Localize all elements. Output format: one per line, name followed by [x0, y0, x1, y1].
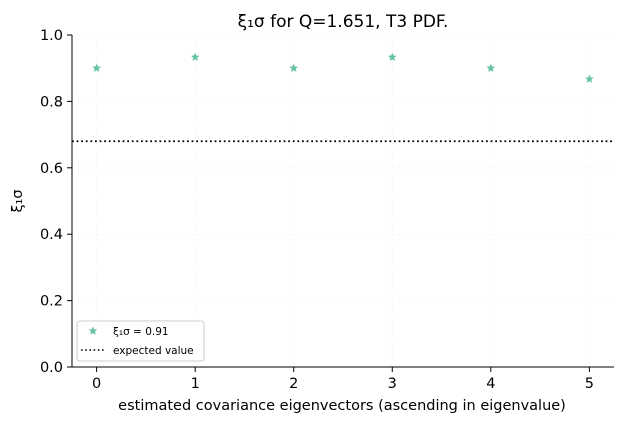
x-ticks: 0 1 2 3 4 5 — [92, 367, 594, 392]
chart-title: ξ₁σ for Q=1.651, T3 PDF. — [238, 12, 449, 32]
y-tick-label: 0.6 — [40, 161, 63, 177]
x-tick-label: 5 — [585, 376, 594, 392]
data-points — [92, 52, 594, 83]
y-tick-label: 0.4 — [40, 227, 63, 243]
x-axis-label: estimated covariance eigenvectors (ascen… — [118, 398, 566, 414]
grid — [72, 34, 614, 368]
data-point — [92, 63, 102, 72]
y-ticks: 0.0 0.2 0.4 0.6 0.8 1.0 — [40, 28, 72, 376]
data-point — [190, 52, 200, 62]
x-tick-label: 1 — [191, 376, 200, 392]
x-tick-label: 4 — [486, 376, 495, 392]
y-axis-label: ξ₁σ — [10, 189, 26, 212]
legend-label-expected-value: expected value — [113, 345, 194, 357]
legend-frame — [76, 320, 205, 362]
data-point — [289, 63, 299, 72]
legend-marker-shape — [88, 326, 98, 335]
x-tick-label: 0 — [92, 376, 101, 392]
legend-label-series: ξ₁σ = 0.91 — [113, 326, 169, 338]
x-tick-label: 3 — [388, 376, 397, 392]
y-tick-label: 1.0 — [40, 28, 63, 44]
axes — [71, 35, 614, 368]
legend: ξ₁σ = 0.91 expected value — [76, 320, 205, 362]
data-point — [486, 63, 496, 72]
data-point — [584, 74, 594, 83]
y-tick-label: 0.0 — [40, 360, 63, 376]
y-tick-label: 0.8 — [40, 94, 63, 110]
x-tick-label: 2 — [289, 376, 298, 392]
y-tick-label: 0.2 — [40, 294, 63, 310]
legend-star-marker-icon — [88, 326, 98, 335]
data-point — [387, 52, 397, 62]
